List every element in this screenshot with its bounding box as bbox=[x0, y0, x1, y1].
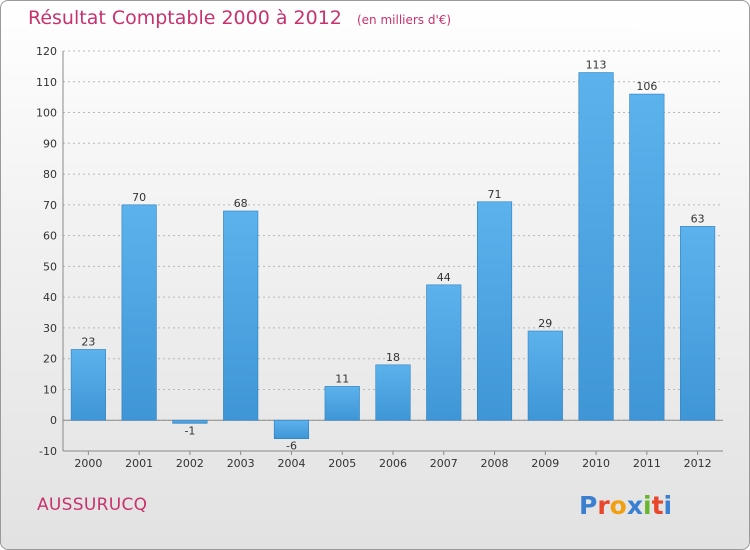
proxiti-logo: Proxiti bbox=[579, 491, 672, 520]
value-label: 113 bbox=[586, 59, 607, 72]
bar bbox=[172, 419, 208, 424]
commune-name: AUSSURUCQ bbox=[37, 495, 148, 515]
chart-title: Résultat Comptable 2000 à 2012 bbox=[28, 7, 342, 29]
bar bbox=[223, 210, 259, 421]
x-tick-label: 2005 bbox=[328, 457, 356, 470]
y-tick-label: -10 bbox=[39, 445, 57, 458]
x-tick-label: 2011 bbox=[633, 457, 661, 470]
x-tick-label: 2007 bbox=[430, 457, 458, 470]
value-label: 44 bbox=[437, 271, 451, 284]
y-tick-label: 120 bbox=[36, 45, 57, 58]
bar bbox=[121, 204, 157, 421]
logo-letter: i bbox=[643, 491, 652, 520]
value-label: 11 bbox=[335, 372, 349, 385]
bar bbox=[70, 349, 106, 421]
bar bbox=[273, 419, 310, 439]
logo-letter: x bbox=[626, 491, 643, 520]
x-tick-label: 2009 bbox=[531, 457, 559, 470]
value-label: 106 bbox=[636, 80, 657, 93]
logo-letter: i bbox=[663, 491, 673, 520]
logo-letter: r bbox=[597, 491, 610, 520]
y-tick-label: 20 bbox=[43, 353, 57, 366]
y-tick-label: 30 bbox=[43, 322, 57, 335]
bar bbox=[426, 284, 462, 421]
bar bbox=[324, 386, 360, 421]
y-tick-label: 90 bbox=[43, 137, 57, 150]
bar bbox=[375, 364, 411, 421]
x-tick-label: 2001 bbox=[125, 457, 153, 470]
logo-letter: o bbox=[609, 491, 627, 520]
bar bbox=[578, 72, 614, 421]
value-label: -1 bbox=[184, 424, 195, 437]
bar bbox=[527, 330, 563, 421]
bar-chart: -10 0 10 20 30 40 50 60 70 80 90 100 110 120 23 2000 70 2… bbox=[36, 45, 723, 470]
x-tick-label: 2010 bbox=[582, 457, 610, 470]
y-tick-label: 80 bbox=[43, 168, 57, 181]
value-label: 63 bbox=[691, 212, 705, 225]
x-tick-label: 2012 bbox=[684, 457, 712, 470]
value-label: 68 bbox=[234, 197, 248, 210]
bar bbox=[476, 201, 513, 421]
value-label: 29 bbox=[538, 317, 552, 330]
value-label: 18 bbox=[386, 351, 400, 364]
y-tick-label: 40 bbox=[43, 291, 57, 304]
x-tick-label: 2002 bbox=[176, 457, 204, 470]
value-label: -6 bbox=[286, 440, 297, 453]
chart-unit: (en milliers d'€) bbox=[356, 13, 452, 27]
y-tick-label: 0 bbox=[50, 414, 57, 427]
x-tick-label: 2004 bbox=[277, 457, 305, 470]
y-tick-label: 50 bbox=[43, 260, 57, 273]
y-tick-label: 70 bbox=[43, 199, 57, 212]
logo-letter: t bbox=[651, 491, 664, 520]
value-label: 70 bbox=[132, 191, 146, 204]
chart-title-block: Résultat Comptable 2000 à 2012 (en milli… bbox=[28, 7, 451, 29]
logo-letter: P bbox=[579, 491, 598, 520]
bar bbox=[680, 226, 716, 421]
x-tick-label: 2008 bbox=[481, 457, 509, 470]
y-tick-label: 100 bbox=[36, 107, 57, 120]
value-label: 23 bbox=[81, 335, 95, 348]
value-label: 71 bbox=[488, 188, 502, 201]
y-tick-label: 10 bbox=[43, 383, 57, 396]
x-tick-label: 2003 bbox=[227, 457, 255, 470]
bar bbox=[629, 93, 665, 421]
x-tick-label: 2000 bbox=[74, 457, 102, 470]
y-tick-label: 110 bbox=[36, 76, 57, 89]
x-tick-label: 2006 bbox=[379, 457, 407, 470]
y-tick-label: 60 bbox=[43, 230, 57, 243]
